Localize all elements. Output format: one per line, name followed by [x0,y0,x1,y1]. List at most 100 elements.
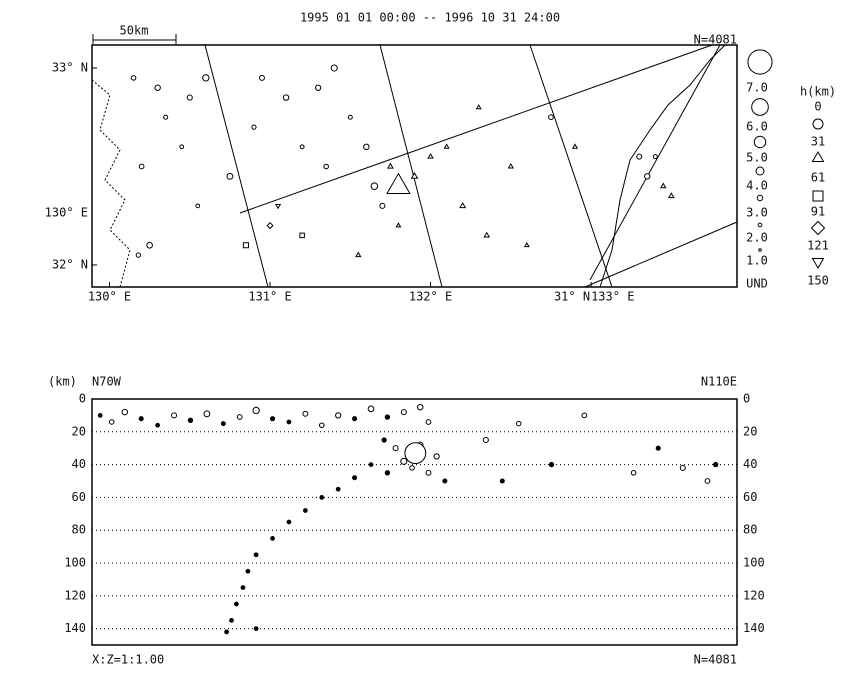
x-tick-label: 132° E [409,290,452,304]
epicenter [370,182,379,190]
hypocenter [655,445,661,451]
hypocenter [704,478,711,484]
epicenter [135,252,142,258]
hypocenter [229,618,234,623]
epicenter [355,251,362,258]
hypocenter [384,470,391,476]
hypocenter [433,453,440,460]
y-tick-label: 33° N [52,61,88,75]
epicenter [660,182,667,189]
hypocenter [270,536,275,541]
epicenter [130,75,137,81]
epicenter [386,172,411,194]
legend-label: 5.0 [746,151,768,165]
hypocenter [224,629,229,635]
epicenter [386,162,394,169]
epicenter [427,153,434,159]
y-tick-label: 40 [72,457,86,471]
legend-magnitude-symbol [751,98,769,116]
legend-label: UND [746,277,768,291]
epicenter [410,172,419,179]
hypocenter [630,470,637,476]
hypocenter [417,403,424,411]
epicenter [667,192,675,199]
legend-label: 2.0 [746,231,768,245]
legend-magnitude-symbol [753,135,767,149]
epicenter [330,64,338,72]
y-tick-label: 20 [72,424,86,438]
y-tick-label: 100 [64,556,86,570]
hypocenter [335,486,341,492]
hypocenter [482,436,489,444]
y-tick-label: 80 [72,523,86,537]
title: 1995 01 01 00:00 -- 1996 10 31 24:00 [300,11,560,25]
epicenter [266,222,274,230]
y-tick-label-right: 40 [743,457,757,471]
epicenter [652,154,658,160]
epicenter [483,231,491,238]
epicenter [226,172,234,180]
y-tick-label: 120 [64,588,86,602]
hypocenter [392,445,399,452]
epicenter [195,203,201,209]
scale-label: 50km [120,24,149,38]
legend-depth-symbol [811,258,825,269]
section-frame [91,398,738,646]
epicenter [179,144,185,150]
legend-depth-label: 0 [814,100,821,114]
hypocenter [155,422,161,428]
y-tick-label-right: 20 [743,424,757,438]
hypocenter [335,412,342,419]
y-tick-label: 32° N [52,257,88,271]
epicenter [274,203,282,210]
y-tick-label: 60 [72,490,86,504]
hypocenter [220,421,226,427]
epicenter [299,144,305,150]
hypocenter [286,419,292,425]
epicenter [523,241,530,248]
y-tick-label-right: 120 [743,588,765,602]
legend-magnitude-symbol [755,166,765,176]
hypocenter [319,495,325,500]
epicenter [299,232,305,239]
legend-label: 1.0 [746,254,768,268]
hypocenter [712,461,719,468]
hypocenter [97,413,103,418]
x-tick-label: 130° E [88,290,131,304]
epicenter [644,173,651,180]
x-tick-label: 131° E [248,290,291,304]
epicenter [475,104,482,110]
legend-magnitude-symbol [747,49,773,75]
legend-depth-label: 91 [811,205,825,219]
y-tick-label-right: 100 [743,556,765,570]
legend-label: 6.0 [746,120,768,134]
hypocenter [548,461,555,468]
hypocenter [302,508,308,513]
y-tick-label-right: 0 [743,392,750,406]
hypocenter [234,601,239,607]
epicenter [379,202,386,209]
hypocenter [425,419,432,425]
epicenter [443,143,450,149]
y-tick-label: 140 [64,621,86,635]
epicenter [347,114,353,120]
y-tick-label-right: 60 [743,490,757,504]
epicenter [315,84,322,91]
epicenter [571,143,579,149]
hypocenter [400,409,407,416]
hypocenter [352,416,358,422]
legend-depth-symbol [812,190,824,202]
hypocenter [367,405,375,413]
y-unit-label: (km) [48,375,77,389]
epicenter [507,162,515,169]
hypocenter [409,465,415,471]
hypocenter [253,552,259,558]
epicenter [636,153,643,160]
ratio-label: X:Z=1:1.00 [92,653,164,667]
hypocenter [171,412,178,419]
hypocenter [286,519,292,525]
x-tick-label: 133° E [591,290,634,304]
direction-label: N110E [701,375,737,389]
hypocenter [400,457,408,465]
